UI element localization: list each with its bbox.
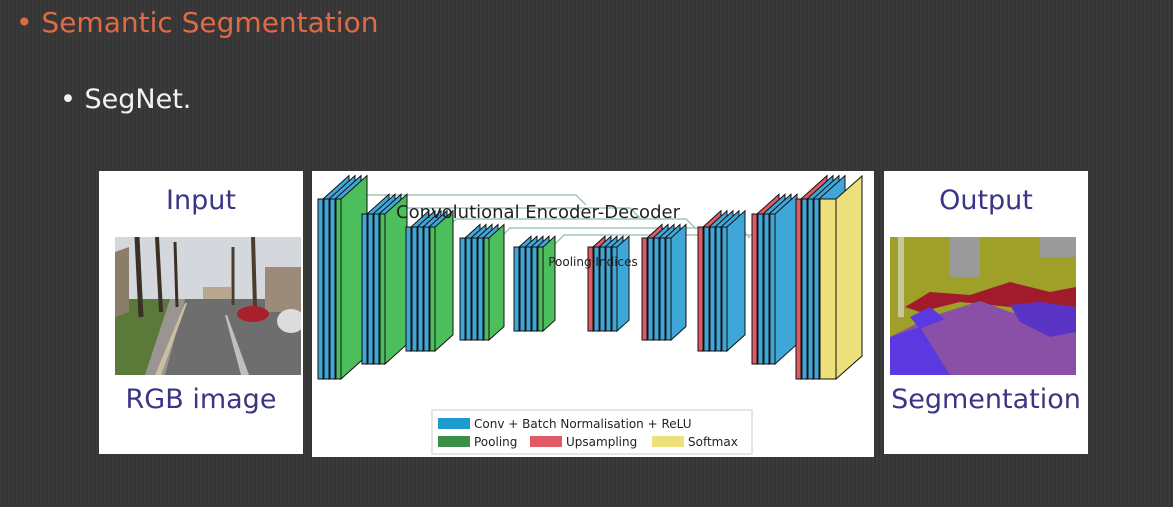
input-caption: RGB image: [125, 384, 277, 415]
layer-block-pool-12: [429, 209, 454, 353]
street-scene-image: [115, 237, 301, 375]
segmentation-map-image: [890, 237, 1076, 375]
diagram-title: Convolutional Encoder-Decoder: [396, 202, 681, 223]
legend-label-conv: Conv + Batch Normalisation + ReLU: [474, 417, 692, 431]
output-title: Output: [939, 185, 1033, 216]
layer-block-pool-7: [379, 193, 408, 366]
legend-label-pooling: Pooling: [474, 435, 517, 449]
output-panel: Output Segmentation: [884, 171, 1088, 454]
input-panel: Input RGB image: [99, 171, 303, 454]
legend-swatch-conv: [438, 418, 470, 429]
diagram-legend: Conv + Batch Normalisation + ReLU Poolin…: [431, 409, 753, 455]
layer-block-pool-22: [537, 235, 556, 333]
layer-block-conv-32: [665, 223, 687, 342]
layer-block-pool-17: [483, 223, 505, 342]
legend-swatch-pooling: [438, 436, 470, 447]
layer-block-conv-27: [611, 235, 630, 333]
input-title: Input: [166, 185, 236, 216]
slide-subpoint: • SegNet.: [60, 84, 192, 115]
segnet-architecture-diagram: Convolutional Encoder-Decoder Pooling In…: [317, 174, 863, 455]
segnet-diagram-panel: Convolutional Encoder-Decoder Pooling In…: [312, 171, 874, 457]
layer-block-conv-37: [721, 209, 746, 353]
layer-block-pool-3: [335, 174, 368, 381]
legend-label-upsampling: Upsampling: [566, 435, 637, 449]
layer-block-soft-46: [819, 174, 863, 381]
legend-swatch-upsampling: [530, 436, 562, 447]
legend-swatch-softmax: [652, 436, 684, 447]
output-caption: Segmentation: [891, 384, 1081, 415]
layer-block-conv-41: [769, 193, 798, 366]
pooling-indices-label: Pooling Indices: [548, 255, 638, 269]
legend-label-softmax: Softmax: [688, 435, 738, 449]
slide-heading: • Semantic Segmentation: [16, 6, 379, 39]
